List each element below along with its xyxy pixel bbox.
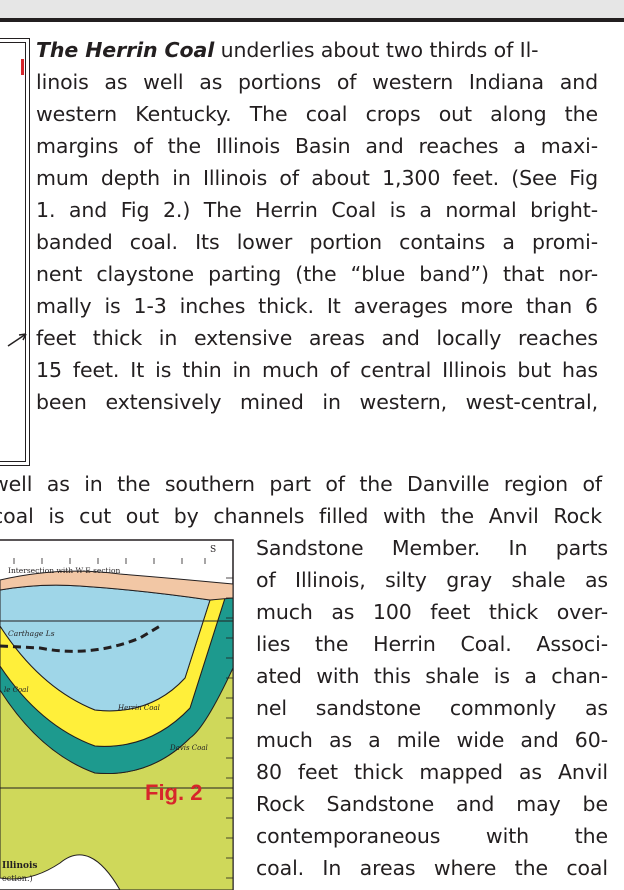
carthage-dashed-line	[0, 624, 161, 653]
text-line: much as a mile wide and 60-	[256, 728, 608, 752]
text-line: linois as well as portions of western In…	[36, 70, 598, 94]
text-line: western Kentucky. The coal crops out alo…	[36, 102, 598, 126]
fig1-frame	[0, 38, 30, 466]
text-line: nent claystone parting (the “blue band”)…	[36, 262, 598, 286]
lead-title: The Herrin Coal	[36, 38, 215, 62]
header-rule	[0, 18, 624, 22]
tan-layer	[0, 570, 234, 601]
text-line: lies the Herrin Coal. Associ-	[256, 632, 608, 656]
text-line: 80 feet thick mapped as Anvil	[256, 760, 608, 784]
text-line: banded coal. Its lower portion contains …	[36, 230, 598, 254]
caption-line-1: Illinois	[2, 861, 38, 871]
intro-paragraph: The Herrin Coal underlies about two thir…	[36, 34, 598, 418]
text-line: ated with this shale is a chan-	[256, 664, 608, 688]
text-line: 15 feet. It is thin in much of central I…	[36, 358, 598, 382]
herrin-label: Herrin Coal	[117, 704, 160, 712]
text-line: mally is 1-3 inches thick. It averages m…	[36, 294, 598, 318]
text-line: 1. and Fig 2.) The Herrin Coal is a norm…	[36, 198, 598, 222]
right-column-paragraph: Sandstone Member. In parts of Illinois, …	[256, 532, 608, 884]
text-line: of Illinois, silty gray shale as	[256, 568, 608, 592]
figure-2-label: Fig. 2	[145, 780, 203, 805]
text-line: mum depth in Illinois of about 1,300 fee…	[36, 166, 598, 190]
compass-label: S	[210, 545, 216, 555]
davis-label: Davis Coal	[169, 744, 208, 752]
text-line: The Herrin Coal underlies about two thir…	[36, 38, 539, 62]
fig1-arrow-icon	[7, 333, 27, 347]
header-band	[0, 0, 624, 18]
figure-2-cross-section: S Intersection with W-E section Carthage…	[0, 538, 236, 890]
text-line: Rock Sandstone and may be	[256, 792, 608, 816]
carthage-label: Carthage Ls	[8, 629, 55, 638]
text-line: well as in the southern part of the Danv…	[0, 472, 602, 496]
top-ticks	[13, 558, 206, 564]
text-line: Sandstone Member. In parts	[256, 536, 608, 560]
full-width-paragraph: well as in the southern part of the Danv…	[0, 468, 602, 532]
text-line: much as 100 feet thick over-	[256, 600, 608, 624]
text-line: been extensively mined in western, west-…	[36, 390, 598, 414]
text-line: nel sandstone commonly as	[256, 696, 608, 720]
springfield-label: le Coal	[4, 686, 29, 694]
fig1-inner-frame	[0, 42, 26, 462]
intersection-label: Intersection with W-E section	[8, 566, 120, 575]
text-line: margins of the Illinois Basin and reache…	[36, 134, 598, 158]
caption-line-2: ection.)	[2, 874, 33, 883]
fig1-red-mark	[21, 59, 24, 75]
text-line: coal. In areas where the coal	[256, 856, 608, 880]
text-line: coal is cut out by channels filled with …	[0, 504, 602, 528]
cross-section-svg: S Intersection with W-E section Carthage…	[0, 539, 234, 890]
text-line: contemporaneous with the	[256, 824, 608, 848]
text-line: feet thick in extensive areas and locall…	[36, 326, 598, 350]
right-ticks	[226, 577, 233, 879]
